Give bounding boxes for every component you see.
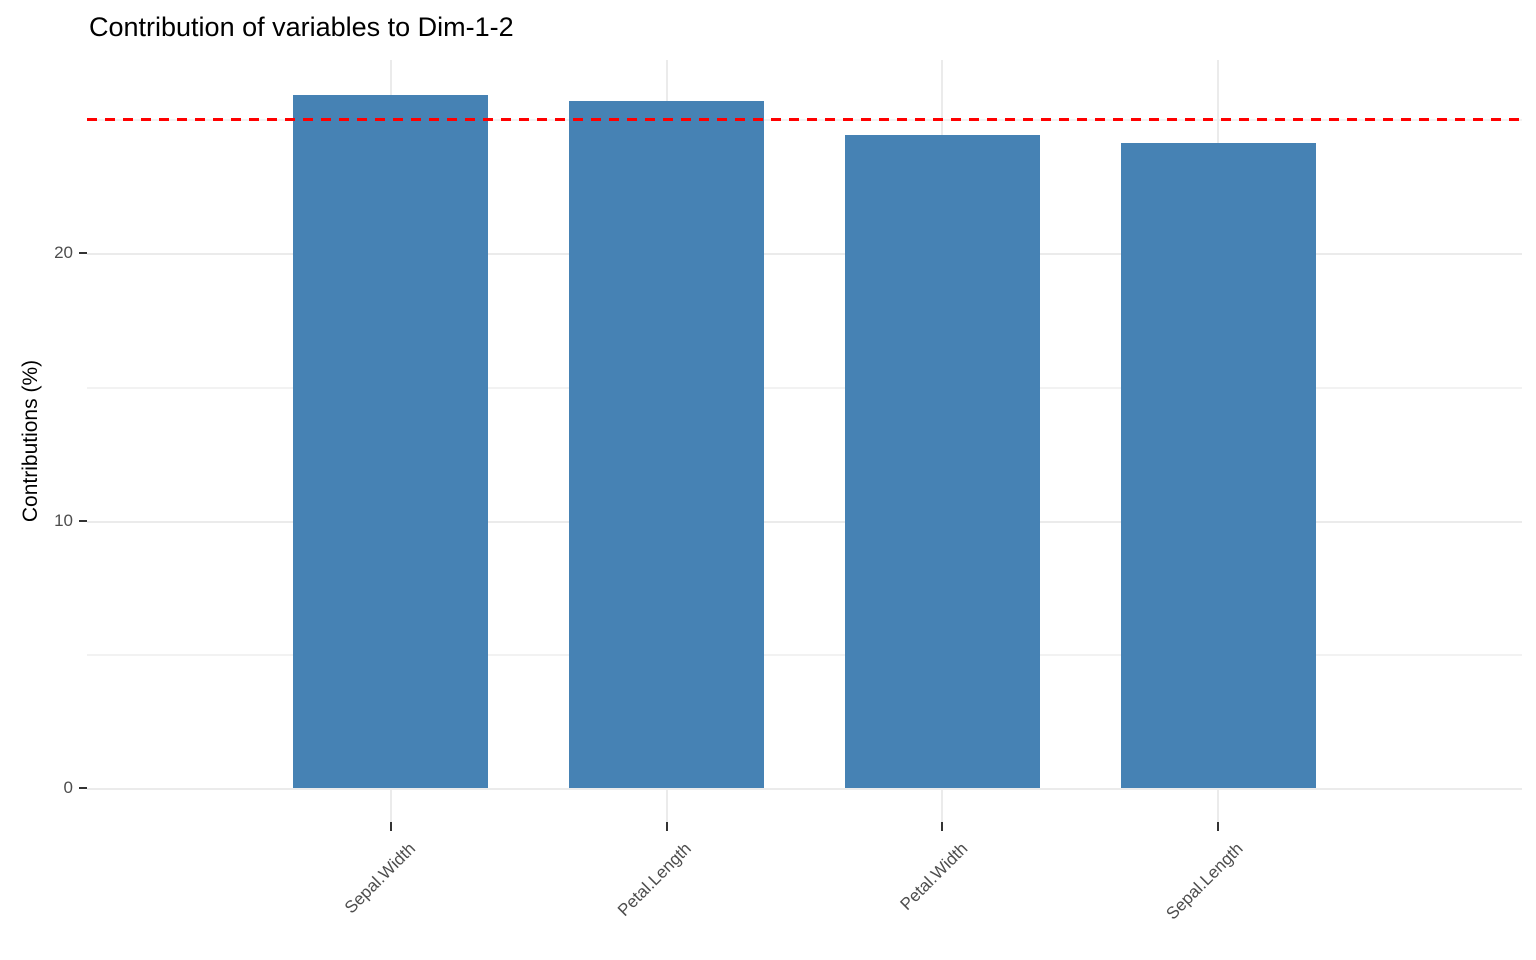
chart-title: Contribution of variables to Dim-1-2 (89, 12, 514, 42)
x-tick-mark-petal-length (665, 822, 668, 831)
y-axis-title: Contributions (%) (19, 359, 42, 523)
plot-panel (87, 60, 1522, 822)
bar-sepal-width (293, 95, 488, 788)
gridline-major-y-10 (87, 520, 1522, 523)
x-tick-mark-sepal-width (389, 822, 392, 831)
y-tick-label-0: 0 (63, 778, 73, 797)
x-tick-label-sepal-length: Sepal.Length (1162, 839, 1247, 924)
x-tick-label-petal-length: Petal.Length (614, 839, 695, 920)
x-tick-mark-sepal-length (1217, 822, 1220, 831)
expected-contribution-reference-line (87, 118, 1522, 122)
gridline-minor-y-15 (87, 386, 1522, 389)
x-tick-mark-petal-width (941, 822, 944, 831)
x-tick-label-petal-width: Petal.Width (896, 839, 971, 914)
bar-petal-width (845, 135, 1040, 788)
bar-petal-length (569, 100, 764, 788)
y-tick-label-10: 10 (54, 510, 73, 530)
x-tick-label-sepal-width: Sepal.Width (340, 839, 419, 918)
gridline-major-y-20 (87, 253, 1522, 255)
y-tick-mark-0 (79, 787, 87, 789)
y-tick-label-20: 20 (54, 243, 73, 262)
y-tick-mark-10 (79, 519, 87, 522)
gridline-major-y-0 (87, 788, 1522, 790)
bar-sepal-length (1121, 143, 1316, 788)
y-tick-mark-20 (79, 252, 87, 254)
gridline-minor-y-5 (87, 654, 1522, 657)
